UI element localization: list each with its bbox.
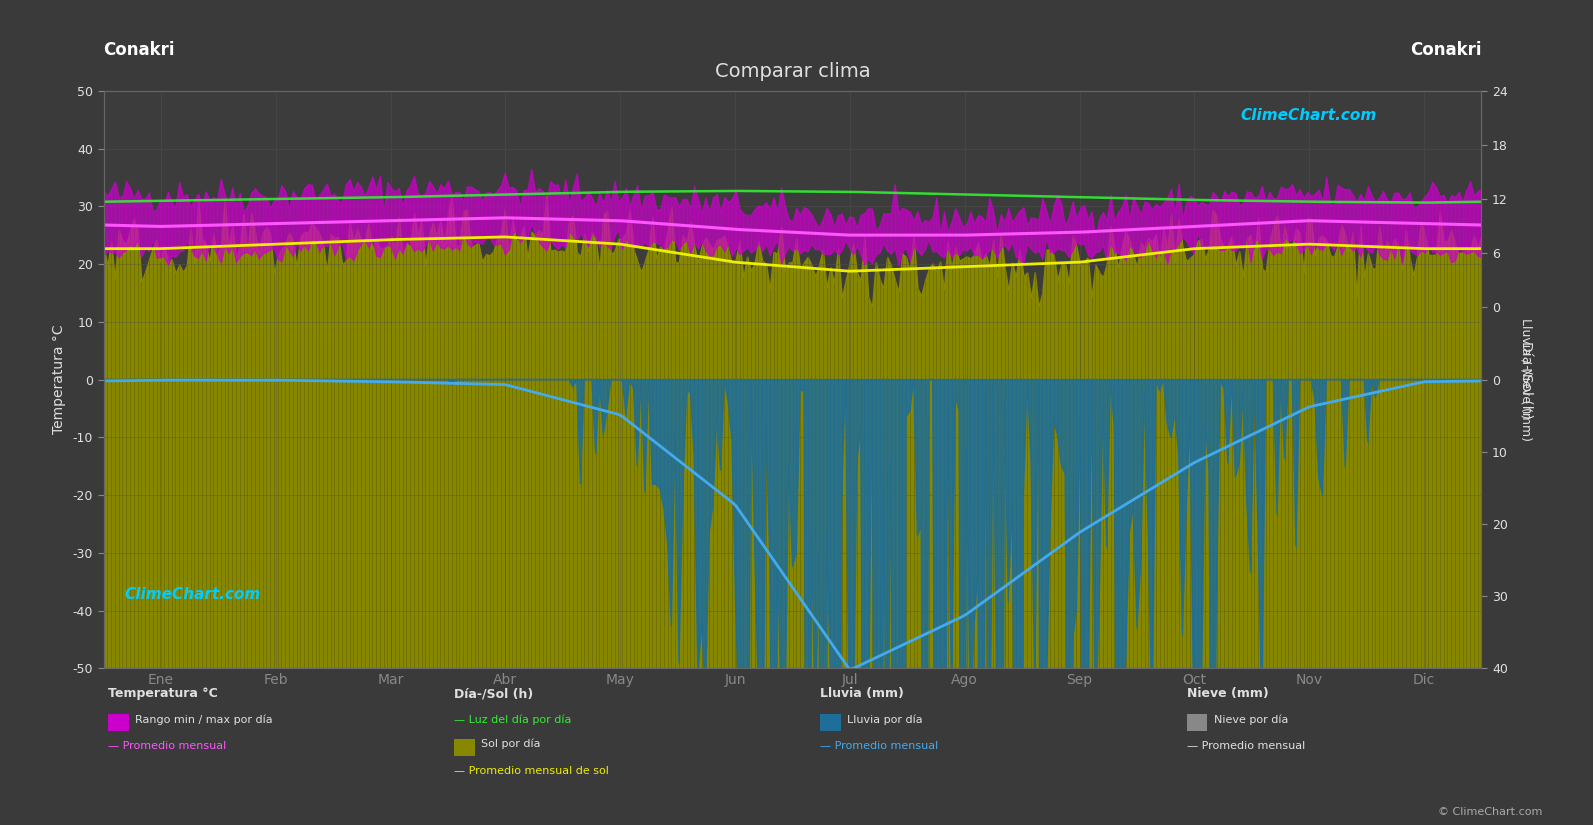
Y-axis label: Temperatura °C: Temperatura °C (51, 325, 65, 434)
Text: ClimeChart.com: ClimeChart.com (124, 587, 261, 602)
Text: — Promedio mensual: — Promedio mensual (1187, 741, 1305, 751)
Y-axis label: Lluvia / Nieve (mm): Lluvia / Nieve (mm) (1520, 318, 1532, 441)
Text: ClimeChart.com: ClimeChart.com (1241, 108, 1376, 123)
Text: — Promedio mensual: — Promedio mensual (820, 741, 938, 751)
Text: Nieve (mm): Nieve (mm) (1187, 687, 1268, 700)
Text: Conakri: Conakri (1410, 41, 1481, 59)
Text: Día-/Sol (h): Día-/Sol (h) (454, 687, 534, 700)
Text: — Promedio mensual: — Promedio mensual (108, 741, 226, 751)
Text: Lluvia por día: Lluvia por día (847, 714, 922, 724)
Text: — Promedio mensual de sol: — Promedio mensual de sol (454, 766, 609, 775)
Text: © ClimeChart.com: © ClimeChart.com (1437, 807, 1542, 817)
Y-axis label: Día-/Sol (h): Día-/Sol (h) (1518, 341, 1532, 418)
Text: Rango min / max por día: Rango min / max por día (135, 714, 272, 724)
Text: Nieve por día: Nieve por día (1214, 714, 1289, 724)
Text: Lluvia (mm): Lluvia (mm) (820, 687, 905, 700)
Text: Conakri: Conakri (104, 41, 175, 59)
Text: Sol por día: Sol por día (481, 739, 540, 749)
Title: Comparar clima: Comparar clima (715, 62, 870, 81)
Text: — Luz del día por día: — Luz del día por día (454, 714, 572, 724)
Text: Temperatura °C: Temperatura °C (108, 687, 218, 700)
